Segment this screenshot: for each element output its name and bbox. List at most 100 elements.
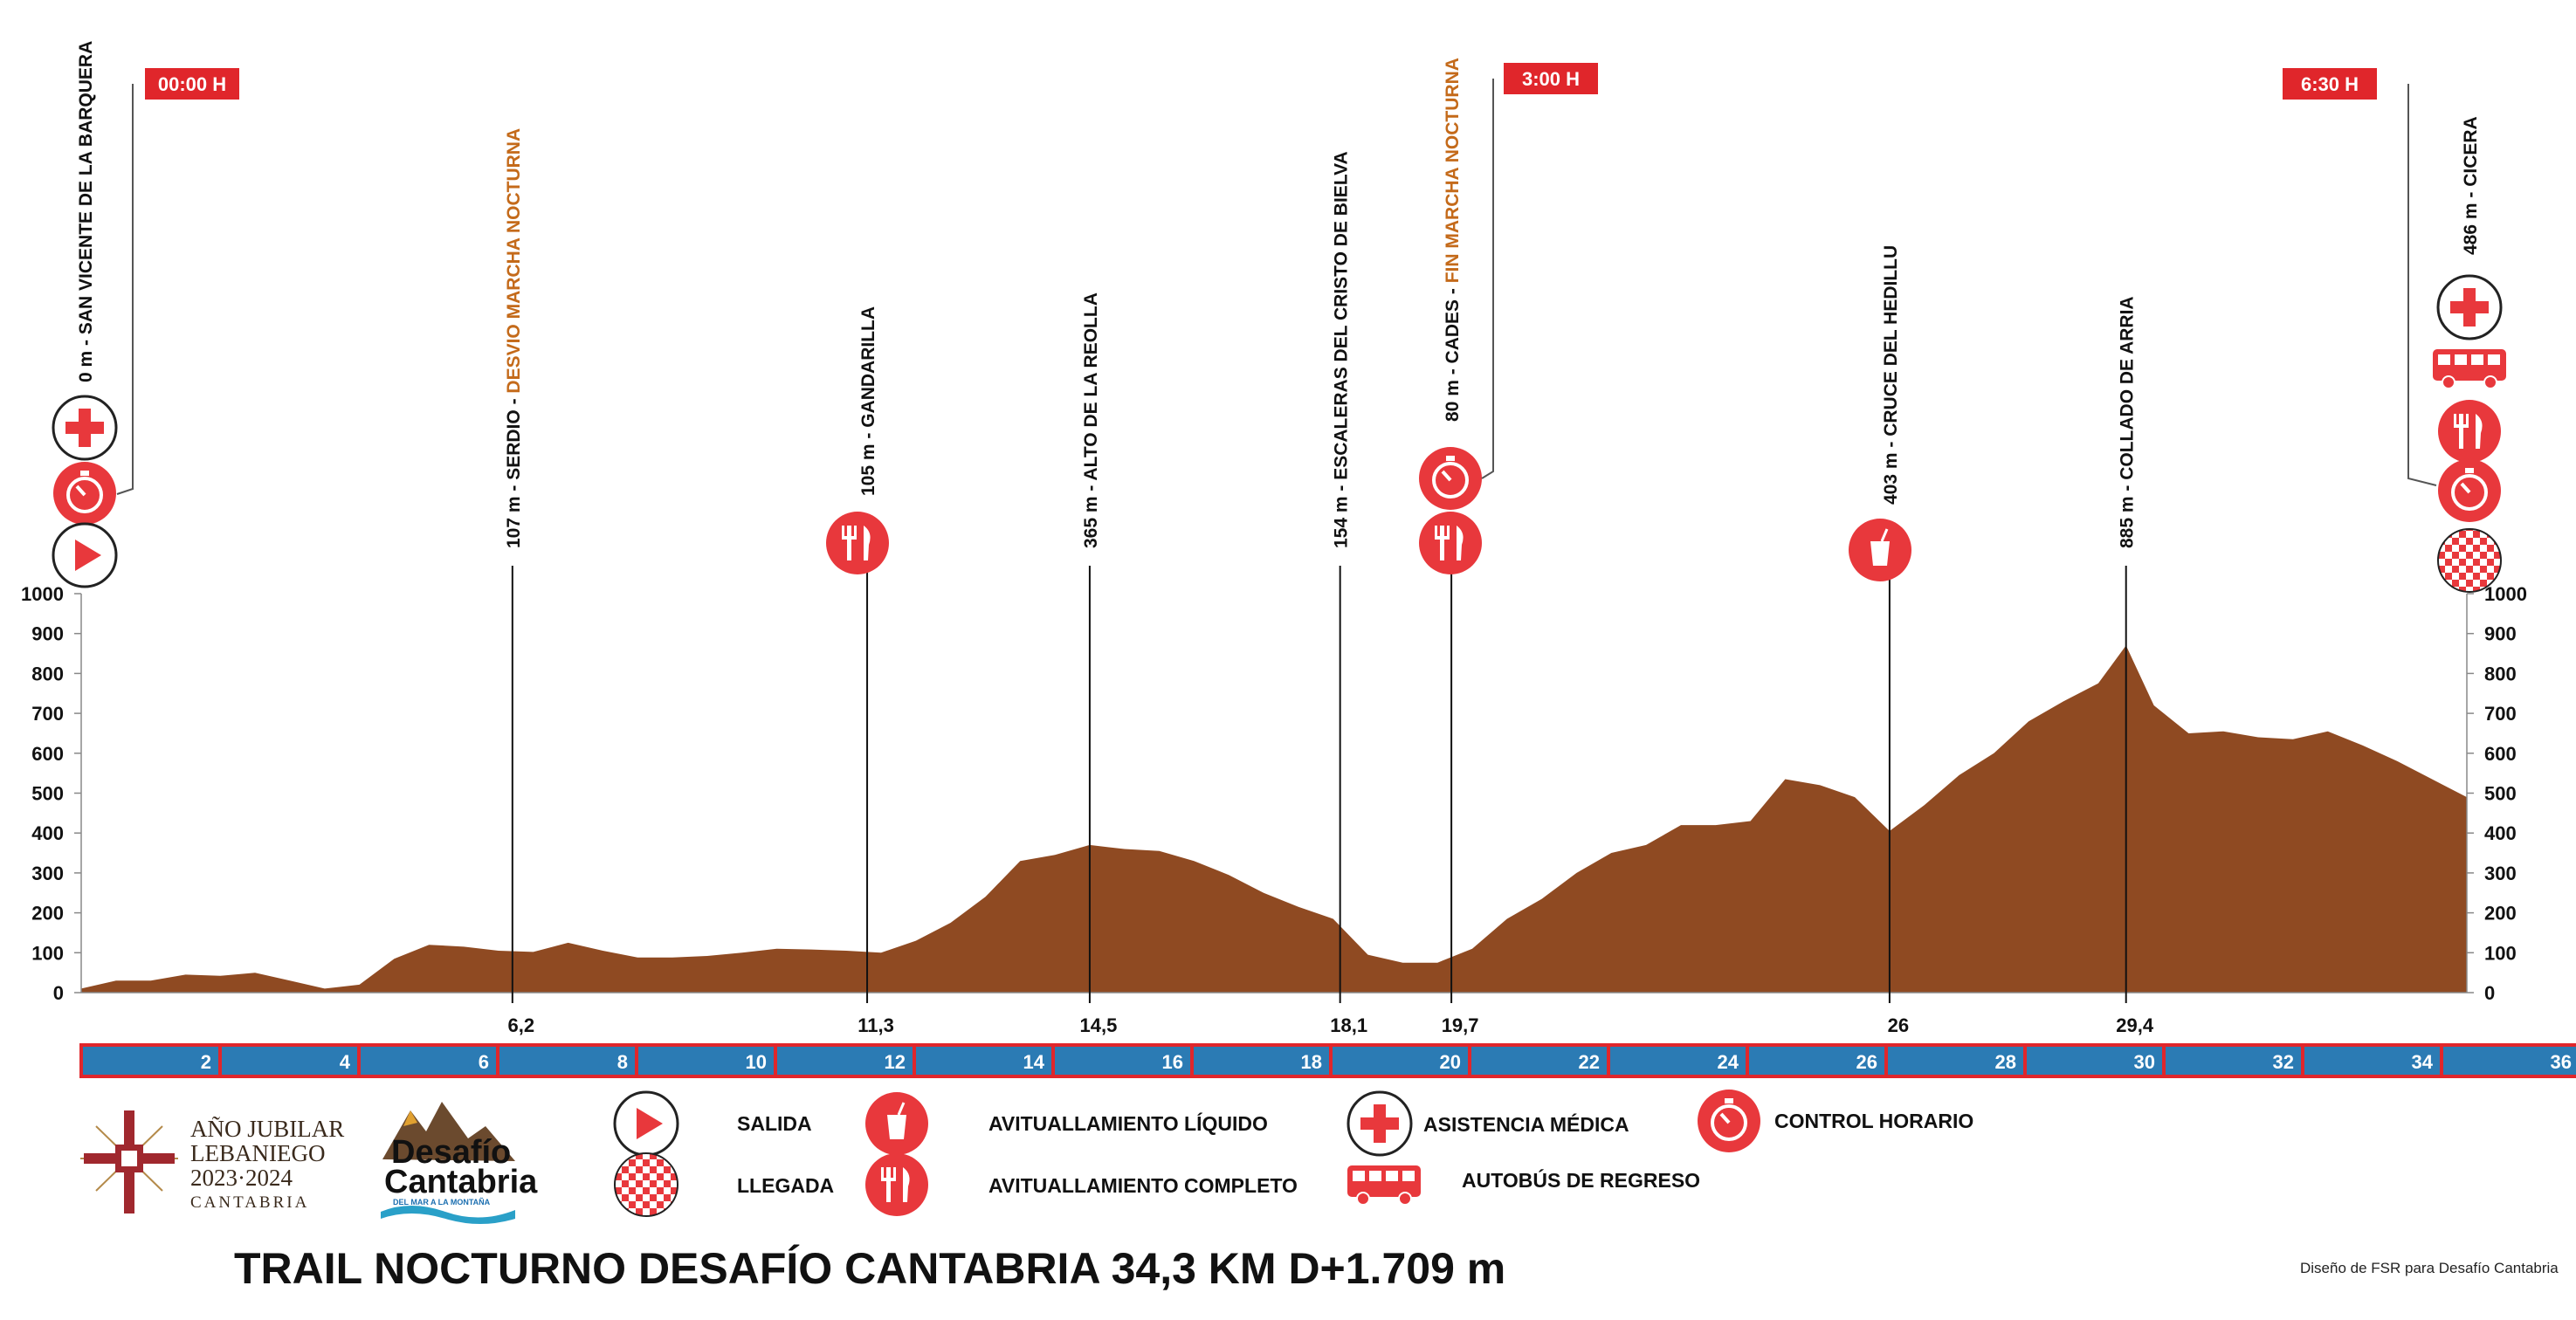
legend-label: AVITUALLAMIENTO LÍQUIDO [988,1111,1268,1135]
km-bar-segment [1190,1043,1333,1078]
km-bar-label: 6 [479,1051,489,1073]
waypoint: 154 m - ESCALERAS DEL CRISTO DE BIELVA 18… [1330,151,1367,1036]
y-tick-label-right: 200 [2484,903,2517,925]
fork-knife-icon [2438,400,2501,463]
play-icon [52,522,118,588]
y-tick-label-right: 700 [2484,703,2517,725]
km-bar: 2 4 6 8 10 12 14 16 18 20 22 24 26 28 30 32 34 36 [79,1043,2576,1078]
y-tick-label-right: 1000 [2484,583,2527,605]
elevation-profile-area [81,645,2467,993]
km-bar-segment [1329,1043,1471,1078]
y-tick-label-right: 900 [2484,623,2517,645]
km-bar-label: 18 [1301,1051,1322,1073]
time-control-label: 00:00 H [158,73,226,95]
legend: SALIDA LLEGADA AVITUALLAMIENTO LÍQUIDO AVIT… [613,1090,1973,1217]
callout-leader [116,84,134,495]
jubilee-line3: 2023·2024 [190,1165,293,1191]
waypoint: 403 m - CRUCE DEL HEDILLU 26 [1849,245,1911,1036]
waypoint-label: 105 m - GANDARILLA [858,306,878,496]
stopwatch-icon [2438,459,2501,522]
time-control-callout: 00:00 H [116,68,239,495]
legend-item: AVITUALLAMIENTO COMPLETO [865,1153,1298,1216]
km-bar-label: 16 [1162,1051,1183,1073]
time-control-callout: 6:30 H [2283,68,2437,486]
km-bar-label: 10 [746,1051,767,1073]
waypoint-label: 107 m - SERDIO - DESVIO MARCHA NOCTURNA [504,128,524,548]
y-tick-label-left: 300 [31,863,64,884]
waypoint: 107 m - SERDIO - DESVIO MARCHA NOCTURNA 6… [504,128,534,1036]
waypoint-label: 0 m - SAN VICENTE DE LA BARQUERA [76,41,96,382]
chart-area: 0 0 100 100 200 200 300 300 400 400 500 500 600 600 70… [21,583,2527,1004]
y-tick-label-right: 400 [2484,822,2517,844]
waypoint: 486 m - CICERA [2433,116,2506,593]
medical-cross-icon [2436,274,2503,340]
legend-item: AVITUALLAMIENTO LÍQUIDO [865,1092,1268,1155]
waypoint-label: 365 m - ALTO DE LA REOLLA [1081,292,1101,548]
fork-knife-icon [826,512,889,574]
waypoint-label: 403 m - CRUCE DEL HEDILLU [1881,245,1901,505]
y-tick-label-right: 100 [2484,942,2517,964]
waypoint: 80 m - CADES - FIN MARCHA NOCTURNA 19,7 [1419,58,1482,1036]
legend-label: AUTOBÚS DE REGRESO [1462,1168,1700,1192]
km-bar-label: 30 [2134,1051,2155,1073]
legend-label: ASISTENCIA MÉDICA [1423,1112,1629,1136]
jubilee-line1: AÑO JUBILAR [190,1116,344,1142]
y-tick-label-left: 900 [31,623,64,645]
y-tick-label-left: 0 [53,982,64,1004]
y-tick-label-left: 200 [31,903,64,925]
fork-knife-icon [1419,512,1482,574]
design-credit: Diseño de FSR para Desafío Cantabria [2300,1260,2559,1276]
km-bar-segment [635,1043,777,1078]
waypoint: 365 m - ALTO DE LA REOLLA 14,5 [1080,292,1118,1036]
wave-icon [381,1206,515,1224]
checkered-flag-icon [614,1152,678,1217]
chart-title: TRAIL NOCTURNO DESAFÍO CANTABRIA 34,3 KM… [234,1244,1505,1293]
jubilee-logo: AÑO JUBILAR LEBANIEGO 2023·2024 CANTABRI… [80,1110,344,1213]
km-bar-segment [1746,1043,1888,1078]
waypoint-km-label: 18,1 [1330,1014,1367,1036]
waypoint-km-label: 14,5 [1080,1014,1118,1036]
legend-item: CONTROL HORARIO [1698,1090,1973,1152]
km-bar-label: 22 [1579,1051,1600,1073]
km-bar-segment [913,1043,1055,1078]
km-bar-label: 36 [2551,1051,2572,1073]
checkered-flag-icon [2437,528,2502,593]
waypoint: 885 m - COLLADO DE ARRIA 29,4 [2116,296,2154,1036]
y-tick-label-right: 800 [2484,663,2517,684]
waypoint-km-label: 29,4 [2116,1014,2154,1036]
stopwatch-icon [53,462,116,525]
time-control-box [1504,63,1598,94]
waypoint: 0 m - SAN VICENTE DE LA BARQUERA [52,41,118,588]
cup-icon [1849,519,1911,581]
waypoint-label: 80 m - CADES - FIN MARCHA NOCTURNA [1443,58,1463,422]
legend-item: ASISTENCIA MÉDICA [1347,1090,1629,1157]
km-bar-segment [2440,1043,2576,1078]
time-control-label: 3:00 H [1522,68,1580,90]
legend-label: SALIDA [737,1112,812,1135]
waypoint-label: 154 m - ESCALERAS DEL CRISTO DE BIELVA [1332,151,1352,548]
legend-label: CONTROL HORARIO [1774,1110,1973,1132]
y-tick-label-left: 800 [31,663,64,684]
legend-label: LLEGADA [737,1174,834,1197]
waypoint-km-label: 6,2 [508,1014,535,1036]
km-bar-segment [496,1043,638,1078]
time-control-box [145,68,239,100]
time-control-callout: 3:00 H [1481,63,1598,479]
waypoint: 105 m - GANDARILLA 11,3 [826,306,894,1036]
waypoint-km-label: 26 [1888,1014,1909,1036]
desafio-line1: Desafío [391,1134,511,1171]
jubilee-line4: CANTABRIA [190,1193,309,1212]
fork-knife-icon [865,1153,928,1216]
y-tick-label-left: 400 [31,822,64,844]
km-bar-segment [357,1043,499,1078]
legend-item: LLEGADA [614,1152,834,1217]
km-bar-label: 24 [1718,1051,1739,1073]
waypoint-label: 885 m - COLLADO DE ARRIA [2118,296,2138,548]
km-bar-label: 26 [1856,1051,1877,1073]
waypoint-km-label: 11,3 [858,1014,894,1036]
km-bar-label: 4 [340,1051,351,1073]
waypoint-markers: 0 m - SAN VICENTE DE LA BARQUERA 107 m - … [52,41,2506,1036]
desafio-line2: Cantabria [384,1164,538,1200]
km-bar-segment [774,1043,916,1078]
